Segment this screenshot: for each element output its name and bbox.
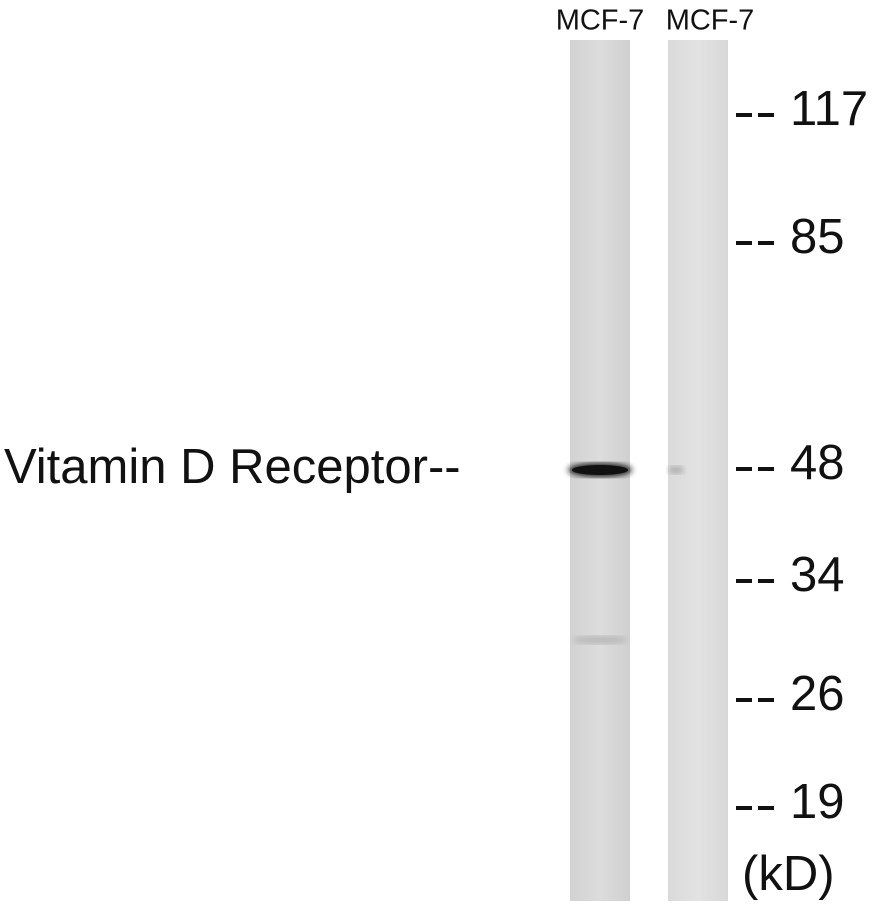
protein-label: Vitamin D Receptor-- [4,440,461,494]
marker-label: 117 [790,82,868,136]
faint-band [572,636,628,644]
marker-label: 19 [790,775,845,829]
marker-label: 26 [790,667,845,721]
marker-label: 48 [790,436,845,490]
marker-label: 34 [790,548,845,602]
lane-label: MCF-7 [556,5,645,37]
band [572,465,628,475]
lane-label: MCF-7 [666,5,755,37]
markers: 117 85 48 34 26 19 [736,82,868,829]
faint-band [668,466,684,474]
unit-label: (kD) [742,847,835,901]
marker-label: 85 [790,210,845,264]
